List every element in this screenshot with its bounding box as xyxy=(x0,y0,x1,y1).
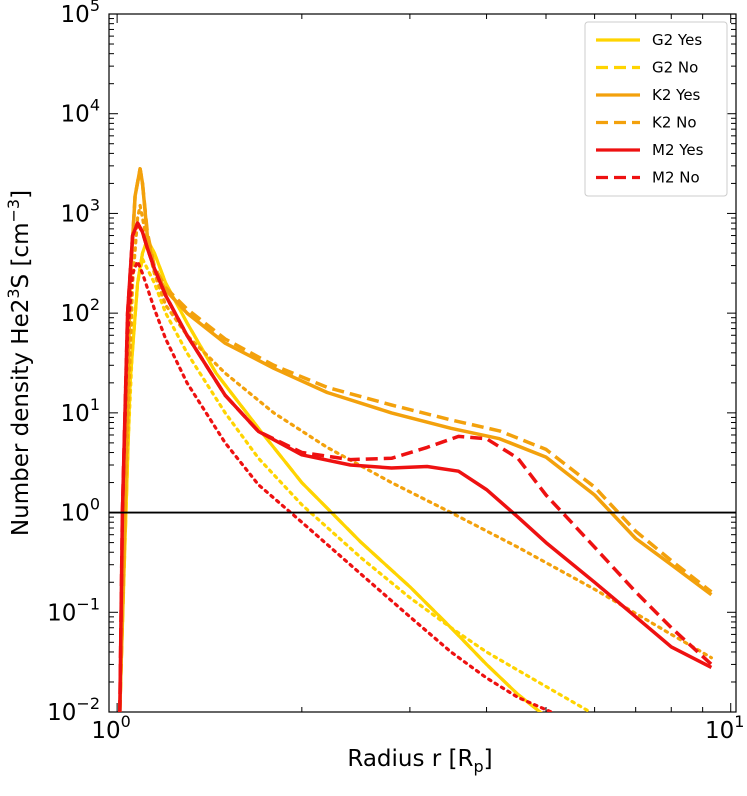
y-tick-label: 102 xyxy=(61,295,100,327)
legend-item: M2 Yes xyxy=(596,141,704,159)
y-tick-label: 103 xyxy=(61,195,100,227)
series-line-m2-dotted xyxy=(120,259,553,712)
x-axis-title: Radius r [Rp] xyxy=(347,746,492,776)
legend-item: G2 No xyxy=(596,59,698,77)
legend-label: K2 No xyxy=(652,114,697,132)
y-tick-label: 10−2 xyxy=(47,694,100,726)
y-tick-label: 100 xyxy=(61,495,100,527)
legend: G2 Yes G2 No K2 Yes K2 No M2 Yes M2 No xyxy=(584,21,728,197)
legend-box xyxy=(584,21,728,197)
y-tick-label: 101 xyxy=(61,395,100,427)
legend-item: G2 Yes xyxy=(596,31,702,49)
legend-label: M2 No xyxy=(652,169,700,187)
y-tick-label: 10−1 xyxy=(47,594,100,626)
y-tick-label: 105 xyxy=(61,0,100,28)
legend-item: K2 Yes xyxy=(596,86,701,104)
axis-ticks xyxy=(109,13,736,713)
y-axis-title: Number density He23S [cm−3] xyxy=(4,190,34,536)
legend-label: K2 Yes xyxy=(652,86,701,104)
series-line-m2-no xyxy=(118,221,713,712)
series-line-k2-dotted xyxy=(123,203,714,660)
legend-label: G2 Yes xyxy=(652,31,702,49)
legend-label: M2 Yes xyxy=(652,141,704,159)
legend-item: K2 No xyxy=(596,114,697,132)
series-line-k2-no xyxy=(118,167,713,712)
series-layer xyxy=(118,167,714,712)
tick-labels: 10−2 10−1 100 101 102 103 104 105 100 101 xyxy=(47,0,744,744)
x-tick-label: 101 xyxy=(705,712,744,744)
legend-label: G2 No xyxy=(652,59,698,77)
x-tick-label: 100 xyxy=(91,712,130,744)
y-tick-label: 104 xyxy=(61,96,100,128)
legend-item: M2 No xyxy=(596,169,700,187)
